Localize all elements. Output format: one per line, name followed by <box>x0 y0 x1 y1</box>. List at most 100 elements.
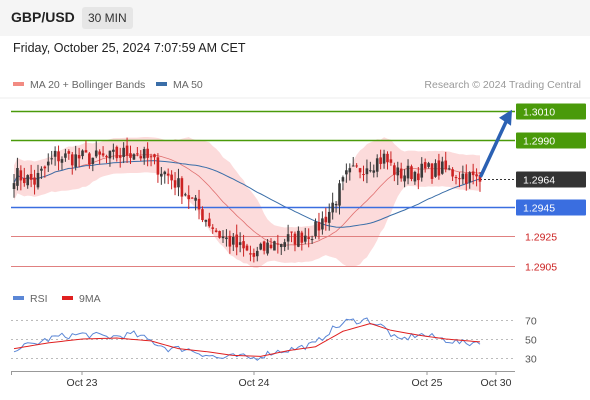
candle-body <box>40 168 43 171</box>
candle-body <box>447 168 451 170</box>
candle-body <box>125 145 129 156</box>
instrument-title: GBP/USD <box>11 9 75 25</box>
candle-body <box>129 153 132 158</box>
candle-body <box>160 173 163 177</box>
candle-body <box>471 171 475 176</box>
candle-body <box>50 158 53 160</box>
candle-body <box>122 147 125 157</box>
candle-body <box>362 174 365 176</box>
candle-body <box>242 241 245 249</box>
candle-body <box>112 149 115 152</box>
candle-body <box>423 162 427 169</box>
level-tag-1.3010 <box>516 103 586 120</box>
forecast-arrow-shaft <box>479 117 509 178</box>
legend-ma50: MA 50 <box>156 79 203 91</box>
candle-body <box>262 241 266 251</box>
candle-body <box>331 202 334 213</box>
rsi-tick-70: 70 <box>525 316 537 328</box>
candle-body <box>67 151 71 154</box>
legend-ma-bollinger-swatch <box>13 82 24 87</box>
candle-body <box>468 172 472 183</box>
candle-body <box>173 180 177 188</box>
candle-body <box>29 173 33 180</box>
candle-body <box>177 178 180 188</box>
candle-body <box>286 234 290 242</box>
candle-body <box>434 163 437 177</box>
candle-body <box>290 231 293 233</box>
candle-body <box>464 173 468 184</box>
candle-body <box>211 227 215 229</box>
candle-body <box>338 183 341 206</box>
candle-body <box>334 203 338 206</box>
candle-body <box>279 244 283 248</box>
candle-body <box>118 155 122 158</box>
candle-body <box>249 253 252 255</box>
candle-body <box>238 242 242 245</box>
timeframe-badge[interactable]: 30 MIN <box>82 7 133 29</box>
candle-body <box>399 168 403 179</box>
candle-body <box>372 170 376 173</box>
candle-body <box>170 174 173 181</box>
candle-body <box>420 163 424 178</box>
candle-body <box>214 230 218 232</box>
candle-body <box>108 150 112 159</box>
candle-body <box>379 157 382 164</box>
legend-rsi-label: RSI <box>30 293 48 305</box>
candle-body <box>437 160 441 176</box>
candle-body <box>53 150 57 157</box>
rsi-tick-30: 30 <box>525 354 537 366</box>
candle-body <box>22 177 26 184</box>
candle-body <box>204 219 208 222</box>
candle-body <box>43 166 47 169</box>
legend-ma-bollinger: MA 20 + Bollinger Bands <box>13 79 145 91</box>
candle-body <box>314 221 317 237</box>
candle-body <box>369 170 372 172</box>
candle-body <box>348 168 352 173</box>
candle-body <box>91 157 95 164</box>
candle-body <box>180 178 184 197</box>
candle-body <box>218 231 221 238</box>
candle-body <box>417 173 420 181</box>
candle-body <box>475 174 478 177</box>
candle-body <box>190 197 194 199</box>
candle-body <box>276 243 280 245</box>
level-label-1.2990: 1.2990 <box>523 136 555 148</box>
candle-body <box>16 168 19 186</box>
candle-body <box>444 160 448 170</box>
legend-9ma-swatch <box>62 296 73 301</box>
x-tick-Oct-30: Oct 30 <box>481 377 512 389</box>
candle-body <box>26 175 30 186</box>
candle-body <box>430 163 434 179</box>
candle-body <box>77 154 81 159</box>
candle-body <box>12 183 16 189</box>
legend-ma50-label: MA 50 <box>173 79 203 91</box>
candle-body <box>81 150 84 157</box>
candle-body <box>451 169 454 177</box>
candle-body <box>98 151 101 155</box>
candle-body <box>105 155 108 157</box>
candle-body <box>252 253 256 257</box>
candle-body <box>94 150 98 157</box>
candle-body <box>208 218 211 227</box>
candle-body <box>19 170 23 181</box>
level-label-1.3010: 1.3010 <box>523 107 555 119</box>
candle-body <box>201 209 204 221</box>
level-tag-1.2945 <box>516 199 586 216</box>
legend-9ma: 9MA <box>62 293 101 305</box>
legend-ma50-swatch <box>156 82 167 87</box>
candle-body <box>403 175 406 182</box>
candle-body <box>293 233 297 245</box>
candle-body <box>33 177 36 185</box>
candle-body <box>321 218 324 230</box>
rsi-tick-50: 50 <box>525 335 537 347</box>
level-tag-1.2964 <box>516 171 586 188</box>
forecast-arrow-head <box>499 109 512 126</box>
candle-body <box>458 178 461 180</box>
candle-body <box>139 156 143 159</box>
candle-body <box>46 161 50 166</box>
candle-body <box>146 148 149 158</box>
candle-body <box>310 239 314 241</box>
candle-body <box>355 165 358 167</box>
candle-body <box>389 159 393 163</box>
